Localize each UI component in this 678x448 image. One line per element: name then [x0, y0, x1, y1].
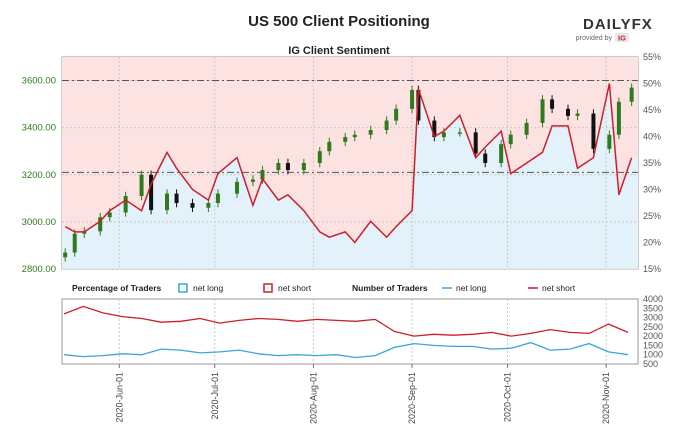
traders-tick-label-0: 500	[643, 359, 658, 369]
legend-percentage-title: Percentage of Traders	[72, 283, 162, 293]
legend-pct-long-swatch	[178, 283, 188, 293]
traders-tick-label-7: 4000	[643, 294, 663, 304]
net-long-zone	[62, 83, 638, 269]
price-tick-label-0: 2800.00	[22, 264, 56, 275]
percent-tick-label-2: 25%	[643, 211, 661, 221]
price-candle-31	[473, 132, 478, 154]
traders-tick-label-4: 2500	[643, 322, 663, 332]
legend-number-title: Number of Traders	[352, 283, 428, 293]
price-candle-32	[483, 153, 488, 163]
percent-tick-label-1: 20%	[643, 238, 661, 248]
price-candle-40	[591, 113, 596, 149]
price-candle-9	[174, 193, 179, 204]
x-tick-label-2: 2020-Aug-01	[308, 372, 318, 424]
traders-tick-label-5: 3000	[643, 313, 663, 323]
price-candle-38	[565, 108, 570, 116]
chart-legend: Percentage of Traders net long net short…	[72, 283, 576, 293]
price-candle-27	[416, 89, 421, 121]
price-candle-41	[607, 134, 612, 149]
traders-tick-label-6: 3500	[643, 303, 663, 313]
price-candle-42	[616, 101, 621, 135]
price-candle-12	[215, 193, 220, 204]
price-candle-35	[524, 122, 529, 135]
chart-subtitle: IG Client Sentiment	[288, 45, 390, 57]
price-tick-label-4: 3600.00	[22, 76, 56, 87]
x-tick-label-4: 2020-Oct-01	[503, 372, 513, 422]
percent-tick-label-3: 30%	[643, 185, 661, 195]
price-candle-33	[499, 144, 504, 163]
percent-tick-label-4: 35%	[643, 158, 661, 168]
x-tick-label-5: 2020-Nov-01	[601, 372, 611, 424]
price-tick-label-3: 3400.00	[22, 123, 56, 134]
price-candle-29	[441, 132, 446, 138]
traders-tick-label-2: 1500	[643, 340, 663, 350]
price-candle-13	[235, 181, 240, 194]
price-candle-43	[629, 87, 634, 102]
price-candle-6	[139, 174, 144, 196]
traders-net-long-line	[63, 341, 629, 359]
x-tick-label-3: 2020-Sep-01	[407, 372, 417, 424]
logo-provided-by: provided by	[576, 35, 613, 42]
price-candle-39	[575, 113, 580, 116]
chart-title: US 500 Client Positioning	[248, 13, 430, 30]
net-short-line	[64, 83, 633, 244]
price-tick-label-1: 3000.00	[22, 217, 56, 228]
percent-tick-label-6: 45%	[643, 105, 661, 115]
price-candle-0	[63, 252, 68, 258]
price-candle-26	[410, 89, 415, 109]
price-candle-19	[317, 151, 322, 163]
dailyfx-logo: DAILYFX provided by IG	[576, 16, 653, 43]
legend-num-short-label: net short	[542, 283, 576, 293]
price-candle-8	[165, 193, 170, 211]
logo-text: DAILYFX	[583, 16, 653, 33]
price-candle-25	[394, 108, 399, 121]
traders-tick-label-1: 1000	[643, 350, 663, 360]
price-candle-14	[250, 179, 255, 182]
legend-pct-short-swatch	[263, 283, 273, 293]
traders-plot-area	[61, 298, 639, 365]
traders-net-short-line	[63, 305, 629, 337]
legend-num-long-label: net long	[456, 283, 487, 293]
ig-badge	[615, 33, 629, 42]
price-candle-21	[343, 137, 348, 142]
percent-tick-label-8: 55%	[643, 52, 661, 62]
price-candle-16	[276, 163, 281, 171]
price-candle-28	[432, 120, 437, 138]
price-candle-23	[368, 130, 373, 135]
price-tick-label-2: 3200.00	[22, 170, 56, 181]
legend-pct-short-label: net short	[278, 283, 312, 293]
price-candle-36	[540, 99, 545, 123]
percent-tick-label-7: 50%	[643, 79, 661, 89]
sentiment-panel: 2800.00 3000.00 3200.00 3400.00 3600.00 15% 20…	[22, 52, 661, 275]
price-candle-30	[457, 132, 462, 134]
price-candle-34	[508, 134, 513, 145]
price-candle-4	[107, 212, 112, 218]
price-candle-11	[206, 203, 211, 208]
price-candle-5	[123, 195, 128, 213]
percent-tick-label-5: 40%	[643, 132, 661, 142]
price-candle-7	[149, 174, 154, 211]
price-candle-18	[301, 163, 306, 171]
x-tick-label-1: 2020-Jul-01	[210, 372, 220, 420]
price-candle-3	[98, 217, 103, 232]
percent-tick-label-0: 15%	[643, 264, 661, 274]
price-candle-37	[550, 99, 555, 109]
x-tick-label-0: 2020-Jun-01	[114, 372, 124, 423]
logo-brand: IG	[618, 34, 626, 43]
price-candle-17	[285, 163, 290, 171]
price-candle-24	[384, 120, 389, 131]
price-candle-20	[327, 141, 332, 152]
legend-pct-long-label: net long	[193, 283, 224, 293]
price-candle-10	[190, 203, 195, 208]
traders-tick-label-3: 2000	[643, 331, 663, 341]
price-candle-22	[352, 134, 357, 138]
price-candle-15	[260, 170, 265, 180]
net-short-zone	[62, 57, 638, 243]
price-candle-1	[72, 233, 77, 253]
